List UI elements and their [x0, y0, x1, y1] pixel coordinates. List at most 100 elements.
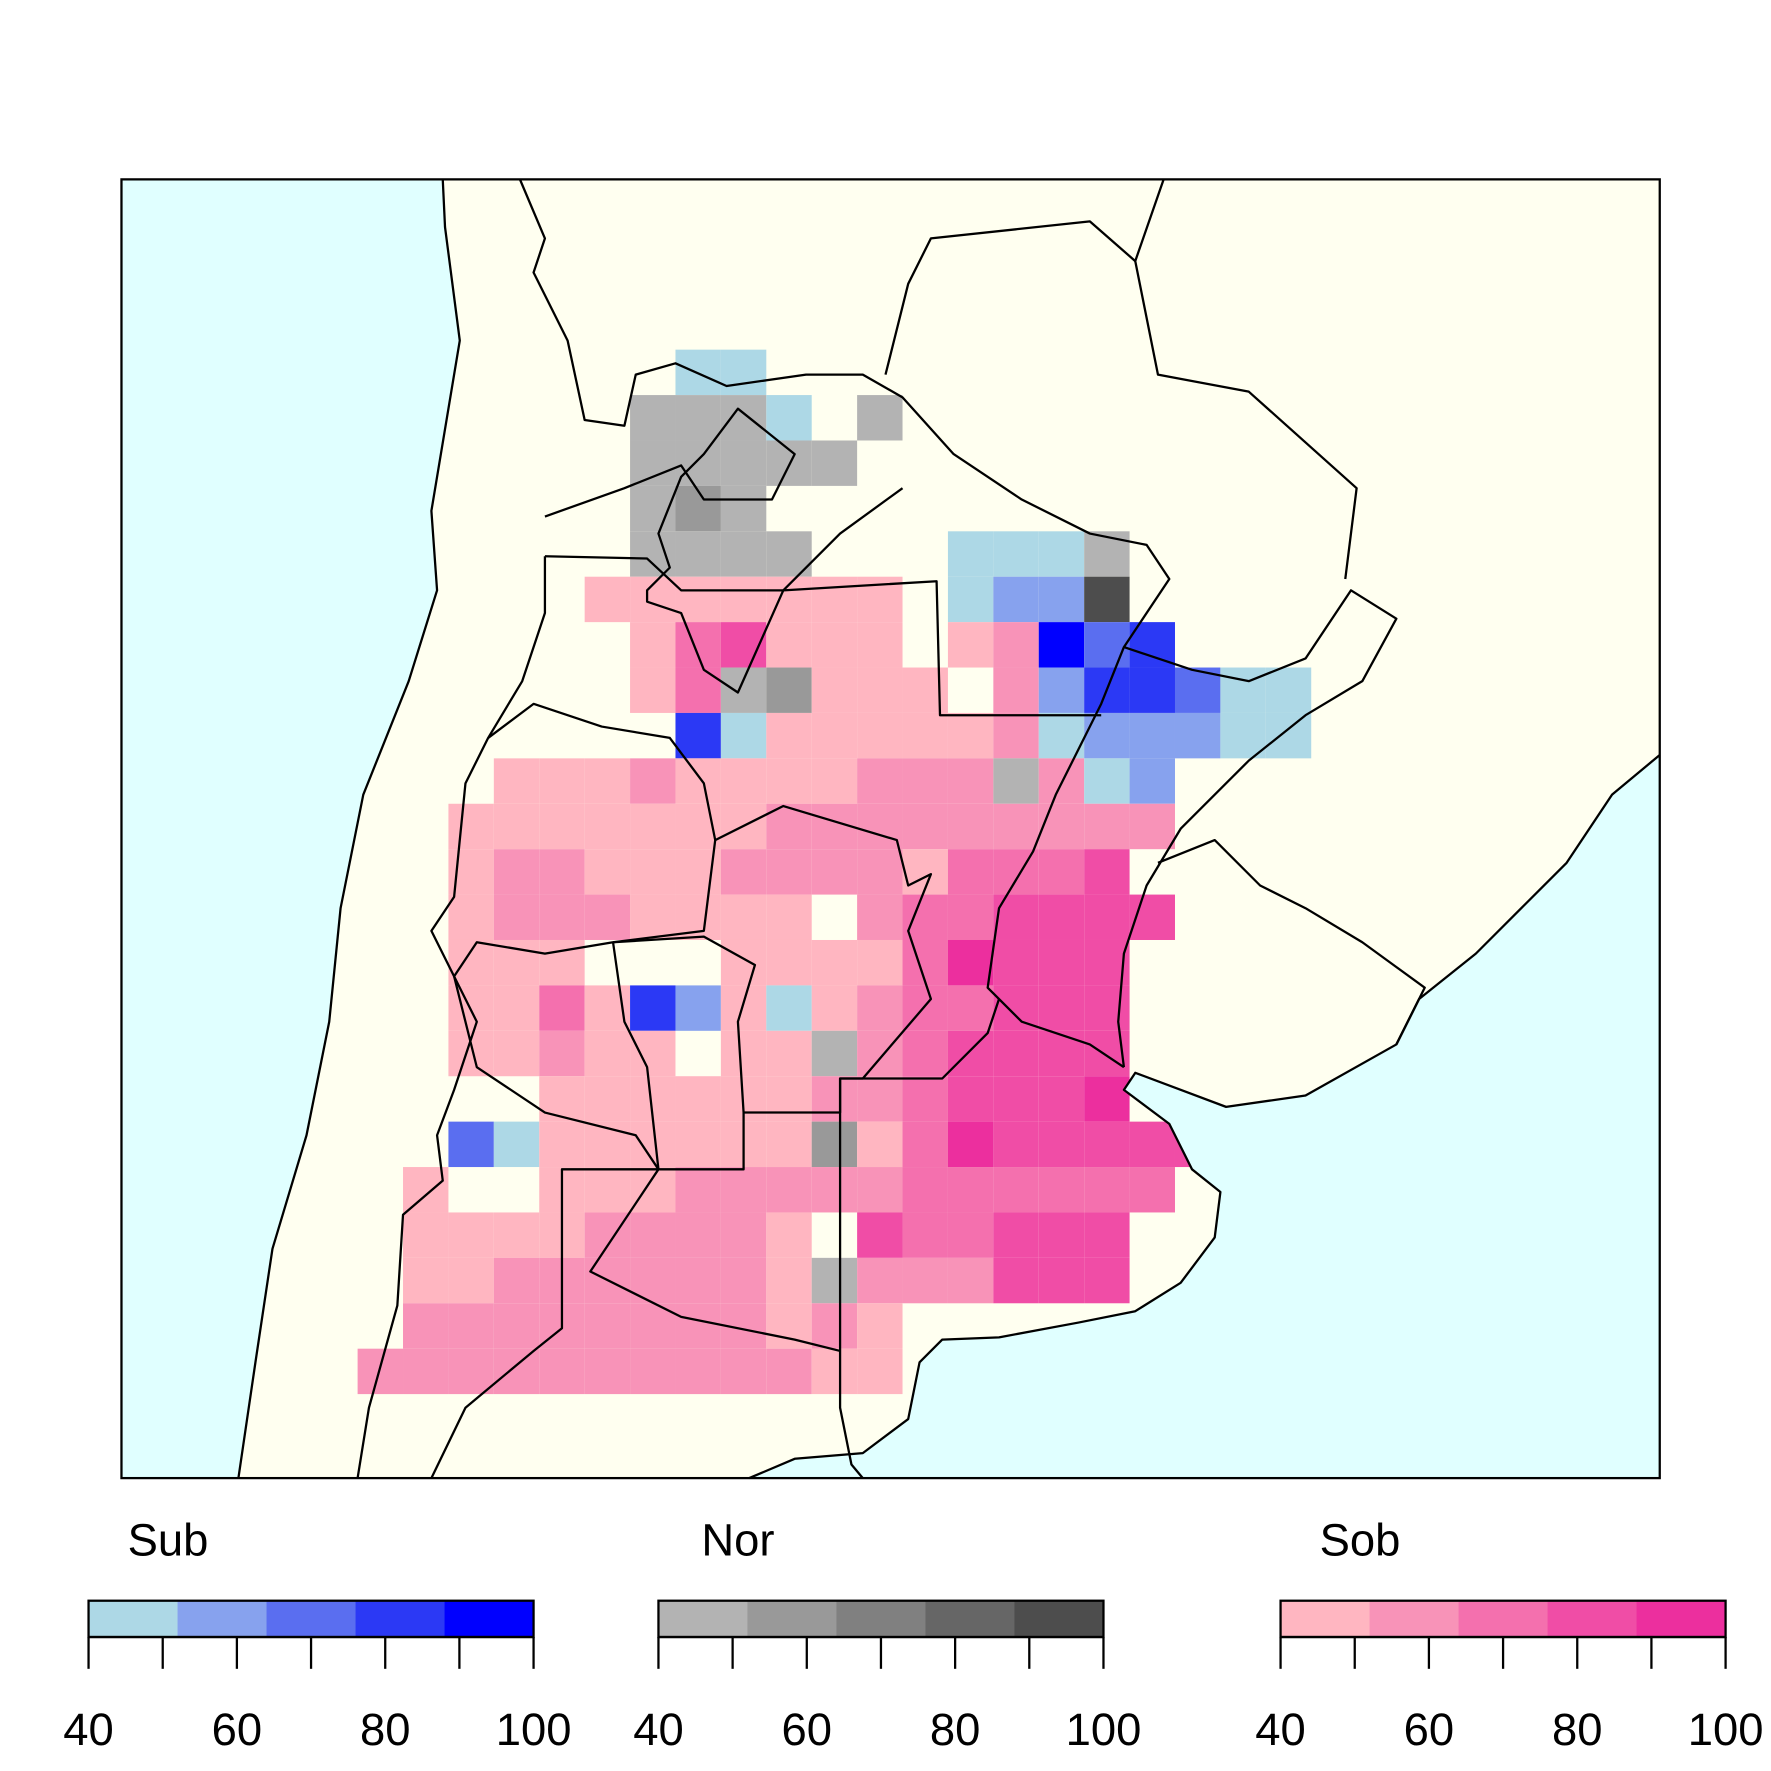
grid-cell [811, 758, 858, 804]
grid-cell [857, 1348, 903, 1395]
grid-cell [857, 667, 903, 713]
grid-cell [811, 985, 858, 1031]
grid-cell [947, 1257, 994, 1304]
grid-cell [539, 1030, 585, 1077]
border [1157, 838, 1426, 1045]
grid-cell [811, 667, 858, 713]
grid-cell [857, 1257, 903, 1304]
grid-cell [448, 894, 494, 940]
coastline-atlantic [748, 754, 1661, 1480]
border [1117, 589, 1398, 1068]
grid-cell [720, 758, 767, 804]
grid-cell [493, 1030, 540, 1077]
grid-cell [902, 803, 948, 850]
grid-cell [1038, 1030, 1085, 1077]
grid-cell [675, 1303, 721, 1349]
grid-cell [675, 531, 721, 577]
grid-cell [448, 1303, 494, 1349]
legends: Sub 40 60 80 100 Nor 40 60 80 100 Sob 40 60 80 100 [63, 1514, 1763, 1755]
grid-cell [857, 758, 903, 804]
tick-label: 40 [63, 1704, 114, 1755]
grid-cell [811, 1257, 858, 1304]
grid-cell [675, 758, 721, 804]
province-line [743, 998, 1001, 1114]
grid-cell [857, 712, 903, 759]
grid-cell [675, 667, 721, 713]
grid-cell [857, 1167, 903, 1213]
grid-cell [1038, 985, 1085, 1031]
grid-cell [857, 395, 903, 441]
grid-cell [857, 1076, 903, 1122]
grid-cell [493, 1257, 540, 1304]
grid-cell [630, 758, 676, 804]
grid-cell [766, 1167, 812, 1213]
grid-cell [1038, 939, 1085, 986]
legend-title: Nor [701, 1514, 774, 1565]
grid-cell [539, 939, 585, 986]
grid-cell [947, 1167, 994, 1213]
province-line [544, 555, 1102, 717]
grid-cell [1129, 1167, 1175, 1213]
grid-cell [947, 712, 994, 759]
map [120, 178, 1661, 1480]
grid-cell [1038, 803, 1085, 850]
grid-cell [403, 1212, 449, 1258]
grid-cell [584, 894, 631, 940]
grid-cell [1038, 1076, 1085, 1122]
grid-cell [902, 1076, 948, 1122]
tick-label: 100 [496, 1704, 572, 1755]
grid-cell [720, 1257, 767, 1304]
grid-cell [675, 1212, 721, 1258]
grid-cell [947, 939, 994, 986]
legend-swatch [836, 1600, 927, 1638]
province-line [611, 942, 660, 1170]
grid-cell [993, 531, 1039, 577]
grid-cell [902, 1167, 948, 1213]
grid-cell [811, 622, 858, 668]
grid-cell [720, 1167, 767, 1213]
grid-cell [766, 1030, 812, 1077]
grid-cell [1038, 1121, 1085, 1168]
grid-cell [993, 1076, 1039, 1122]
grid-cell [720, 985, 767, 1031]
legend-swatch [1458, 1600, 1549, 1638]
grid-cell [630, 1348, 676, 1395]
grid-cell [902, 712, 948, 759]
grid-cell [1084, 758, 1130, 804]
grid-cell [720, 1030, 767, 1077]
tick-label: 60 [1404, 1704, 1455, 1755]
tick-label: 80 [930, 1704, 981, 1755]
grid-cell [993, 576, 1039, 623]
grid-cell [1220, 712, 1266, 759]
grid-cell [539, 1121, 585, 1168]
grid-cell [993, 758, 1039, 804]
grid-cell [630, 803, 676, 850]
grid-cell [1129, 712, 1175, 759]
grid-cell [1038, 667, 1085, 713]
grid-cell [584, 1212, 631, 1258]
grid-cell [493, 985, 540, 1031]
grid-cell [720, 576, 767, 623]
grid-cell [1129, 803, 1175, 850]
grid-cell [811, 1076, 858, 1122]
grid-cell [357, 1348, 404, 1395]
grid-cell [675, 1076, 721, 1122]
grid-cell [1084, 985, 1130, 1031]
legend-swatch [355, 1600, 446, 1638]
grid-cell [1084, 1257, 1130, 1304]
legend-swatch [177, 1600, 268, 1638]
grid-cell [675, 622, 721, 668]
grid-cell [993, 1121, 1039, 1168]
grid-cell [857, 1030, 903, 1077]
grid-cell [902, 939, 948, 986]
grid-cell [811, 849, 858, 895]
grid-cell [902, 758, 948, 804]
grid-cell [630, 894, 676, 940]
legend-swatch [1547, 1600, 1638, 1638]
grid-cell [584, 1076, 631, 1122]
tick-label: 40 [1255, 1704, 1306, 1755]
grid-cell [720, 485, 767, 532]
grid-cell [720, 939, 767, 986]
grid-cell [766, 667, 812, 713]
grid-cell [1038, 849, 1085, 895]
